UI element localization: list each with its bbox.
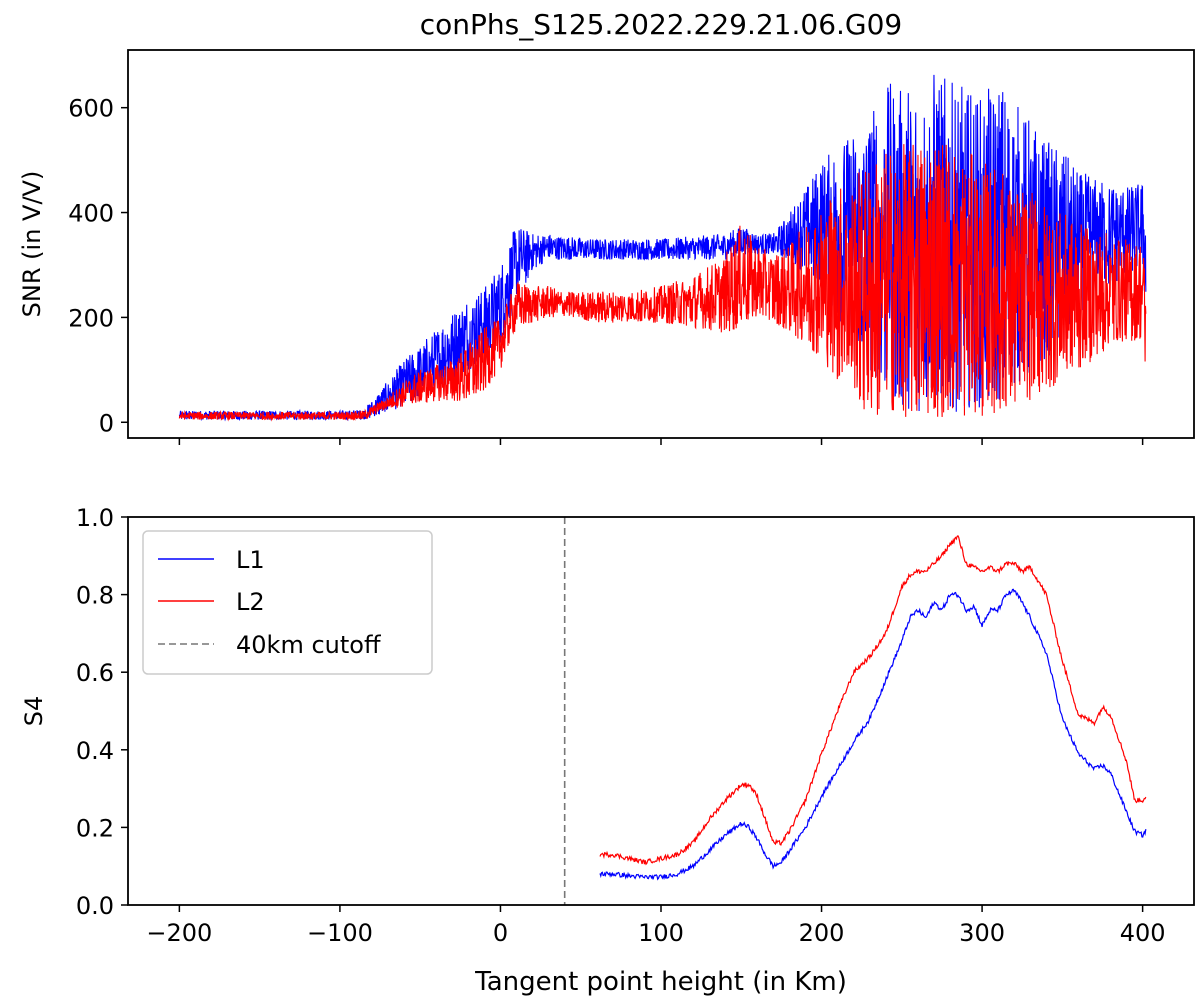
s4-y-ticks: 0.0 0.2 0.4 0.6 0.8 1.0 [76,504,128,920]
s4-series-group [563,517,1147,905]
snr-y-ticks: 0 200 400 600 [68,95,128,437]
snr-panel: 0 200 400 600 SNR (in V/V) [18,49,1195,445]
s4-y-tick-label: 0.4 [76,737,114,765]
s4-y-tick-label: 0.6 [76,659,114,687]
snr-y-tick-label: 200 [68,304,114,332]
legend: L1 L2 40km cutoff [142,530,433,675]
legend-label-cutoff: 40km cutoff [236,631,381,659]
s4-x-tick-label: 200 [799,919,845,947]
snr-x-ticks [178,438,1144,445]
s4-x-tick-label: 400 [1120,919,1166,947]
snr-y-tick-label: 0 [99,409,114,437]
legend-box [142,530,433,675]
snr-y-tick-label: 600 [68,95,114,123]
s4-y-tick-label: 0.2 [76,814,114,842]
s4-y-tick-label: 0.8 [76,582,114,610]
s4-y-tick-label: 0.0 [76,892,114,920]
figure-title: conPhs_S125.2022.229.21.06.G09 [420,8,903,41]
s4-series-l2 [599,535,1147,866]
s4-panel: 0.0 0.2 0.4 0.6 0.8 1.0 −200 −100 0 100 200 300 400… [20,504,1195,997]
legend-label-l1: L1 [236,546,265,574]
snr-series-l2 [178,144,1147,422]
s4-x-tick-label: 0 [493,919,508,947]
s4-x-tick-label: −100 [307,919,373,947]
legend-label-l2: L2 [236,588,265,616]
s4-series-l1 [599,588,1147,881]
s4-x-tick-label: −200 [146,919,212,947]
s4-y-tick-label: 1.0 [76,504,114,532]
s4-x-axis-label: Tangent point height (in Km) [474,967,847,997]
s4-x-tick-label: 100 [638,919,684,947]
s4-x-ticks: −200 −100 0 100 200 300 400 [146,905,1166,947]
snr-series-group [178,74,1147,422]
s4-y-axis-label: S4 [20,696,48,727]
s4-x-tick-label: 300 [959,919,1005,947]
snr-y-axis-label: SNR (in V/V) [18,171,46,318]
snr-y-tick-label: 400 [68,200,114,228]
